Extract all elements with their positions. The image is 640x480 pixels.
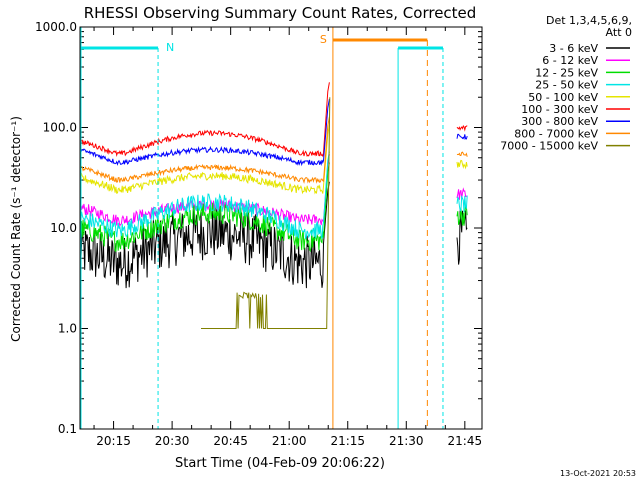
x-tick-label: 20:45 [213, 434, 248, 448]
x-tick-label: 21:30 [389, 434, 424, 448]
legend-label: 12 - 25 keV [535, 66, 598, 79]
saa-label: S [320, 33, 327, 46]
y-tick-label: 0.1 [58, 422, 77, 436]
footer-timestamp: 13-Oct-2021 20:53 [560, 469, 636, 478]
series-layer [79, 82, 468, 329]
series-3-6-kev-line [79, 181, 330, 289]
legend-header-line1: Det 1,3,4,5,6,9, [546, 14, 632, 27]
overlay-layer: NS [80, 27, 444, 429]
axis-ticks-layer: 0.1 1.0 10.0 100.0 1000.0 20:15 20:30 20:45 21:0… [35, 20, 482, 448]
x-tick-label: 21:45 [448, 434, 483, 448]
legend-label: 800 - 7000 keV [514, 127, 598, 140]
y-tick-label: 1000.0 [35, 20, 77, 34]
series-50-100-kev-line [79, 125, 330, 195]
x-tick-label: 20:15 [96, 434, 131, 448]
series-7000-15000-kev-line [201, 97, 331, 329]
x-tick-label: 21:15 [330, 434, 365, 448]
series-100-300-kev-line-segment2 [456, 124, 468, 132]
legend-label: 300 - 800 keV [521, 115, 598, 128]
series-800-7000-kev-line-segment2 [456, 151, 468, 157]
series-6-12-kev-line [79, 154, 330, 228]
series-12-25-kev-line [79, 162, 330, 253]
series-100-300-kev-line [79, 82, 330, 158]
x-axis-label: Start Time (04-Feb-09 20:06:22) [175, 456, 385, 471]
chart-title: RHESSI Observing Summary Count Rates, Co… [84, 4, 477, 22]
y-tick-label: 100.0 [43, 121, 77, 135]
night-label: N [166, 41, 174, 54]
legend-label: 3 - 6 keV [549, 42, 598, 55]
legend-header-line2: Att 0 [606, 26, 632, 39]
legend-label: 100 - 300 keV [521, 103, 598, 116]
y-tick-label: 10.0 [50, 221, 77, 235]
y-axis-label: Corrected Count Rate (s⁻¹ detector⁻¹) [9, 116, 23, 342]
series-800-7000-kev-line [79, 116, 330, 184]
x-tick-label: 21:00 [272, 434, 307, 448]
series-25-50-kev-line [79, 151, 330, 240]
legend-label: 6 - 12 keV [542, 54, 598, 67]
y-tick-label: 1.0 [58, 322, 77, 336]
series-300-800-kev-line-segment2 [456, 133, 468, 141]
series-50-100-kev-line-segment2 [456, 159, 468, 170]
series-300-800-kev-line [79, 98, 330, 167]
series-6-12-kev-line-segment2 [456, 187, 468, 200]
plot-frame [79, 26, 483, 430]
legend-label: 25 - 50 keV [535, 79, 598, 92]
legend-label: 50 - 100 keV [528, 91, 598, 104]
legend-label: 7000 - 15000 keV [500, 140, 598, 153]
series-25-50-kev-line-segment2 [456, 194, 468, 213]
x-tick-label: 20:30 [155, 434, 190, 448]
